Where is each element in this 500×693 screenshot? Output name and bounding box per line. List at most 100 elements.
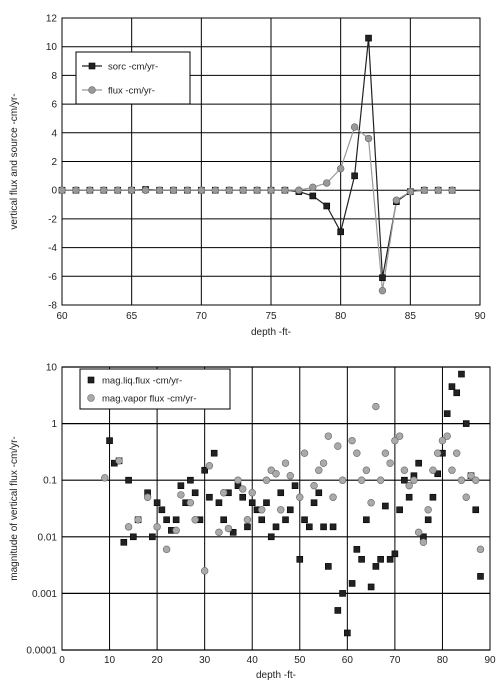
data-point-flux: [127, 186, 136, 194]
data-point-vapor: [414, 528, 423, 537]
y-tick-label: -4: [48, 243, 57, 254]
legend-label: mag.vapor flux -cm/yr-: [102, 394, 197, 405]
y-tick-label: 0.1: [43, 476, 57, 487]
legend-label: mag.liq.flux -cm/yr-: [102, 376, 182, 387]
data-point-liquid: [301, 516, 308, 524]
data-point-vapor: [153, 523, 161, 531]
data-point-liquid: [424, 516, 432, 524]
data-point-liquid: [191, 489, 199, 497]
data-point-sorc: [309, 192, 317, 200]
data-point-vapor: [134, 516, 142, 524]
data-point-vapor: [438, 436, 447, 445]
x-tick-label: 40: [247, 655, 259, 666]
data-point-vapor: [462, 493, 470, 501]
data-point-vapor: [357, 476, 366, 484]
data-point-flux: [86, 186, 94, 194]
data-point-vapor: [353, 449, 361, 457]
plot-area: [62, 367, 490, 650]
data-point-liquid: [220, 516, 227, 524]
x-axis-label: depth -ft-: [251, 327, 291, 338]
y-tick-label: 6: [51, 100, 57, 111]
data-point-vapor: [248, 489, 256, 497]
data-point-liquid: [158, 506, 166, 514]
y-tick-label: 10: [46, 42, 58, 53]
data-point-liquid: [120, 538, 128, 546]
data-point-vapor: [143, 493, 152, 501]
x-tick-label: 60: [56, 311, 68, 322]
data-point-liquid: [210, 449, 218, 457]
data-point-liquid: [258, 516, 266, 524]
legend-marker: [87, 394, 95, 402]
data-point-liquid: [358, 556, 365, 563]
data-point-vapor: [310, 481, 318, 490]
x-tick-label: 30: [199, 655, 211, 666]
data-point-liquid: [372, 563, 380, 570]
data-point-vapor: [162, 545, 171, 554]
data-point-liquid: [315, 489, 323, 497]
data-point-vapor: [467, 472, 475, 480]
data-point-vapor: [329, 493, 337, 501]
x-tick-label: 85: [405, 311, 417, 322]
data-point-flux: [211, 186, 219, 194]
data-point-vapor: [395, 432, 404, 440]
data-point-liquid: [401, 476, 408, 484]
data-point-vapor: [115, 457, 123, 465]
data-point-liquid: [201, 466, 208, 474]
data-point-liquid: [443, 410, 451, 417]
data-point-vapor: [315, 466, 323, 474]
legend-marker: [87, 376, 95, 384]
data-point-liquid: [363, 516, 370, 524]
legend-label: flux -cm/yr-: [108, 86, 155, 97]
data-point-liquid: [396, 506, 403, 514]
data-point-flux: [281, 186, 289, 194]
y-tick-label: 8: [51, 71, 57, 82]
x-tick-label: 0: [59, 655, 65, 666]
data-point-vapor: [215, 528, 223, 537]
data-point-flux: [225, 186, 233, 194]
data-point-liquid: [163, 516, 170, 524]
y-tick-label: -2: [48, 214, 57, 225]
x-tick-label: 70: [389, 655, 401, 666]
data-point-vapor: [400, 466, 409, 474]
data-point-vapor: [448, 466, 456, 474]
data-point-liquid: [172, 516, 180, 524]
data-point-vapor: [443, 432, 451, 440]
data-point-flux: [378, 286, 387, 295]
data-point-vapor: [429, 466, 437, 474]
data-point-liquid: [325, 563, 332, 570]
data-point-flux: [267, 186, 275, 194]
data-point-vapor: [243, 516, 252, 524]
y-tick-label: 10: [46, 363, 58, 374]
data-point-liquid: [125, 476, 132, 484]
data-point-flux: [169, 186, 178, 194]
data-point-vapor: [391, 436, 399, 445]
data-point-vapor: [281, 459, 290, 467]
x-tick-label: 90: [474, 311, 486, 322]
y-tick-label: -6: [48, 272, 57, 283]
data-point-vapor: [172, 526, 180, 535]
data-point-liquid: [382, 502, 389, 510]
data-point-liquid: [106, 437, 113, 444]
data-point-flux: [239, 186, 247, 194]
data-point-liquid: [153, 499, 161, 507]
data-point-flux: [58, 186, 66, 194]
legend-marker: [88, 86, 96, 94]
data-point-flux: [350, 123, 359, 131]
y-tick-label: 0.0001: [26, 646, 57, 657]
y-tick-label: -8: [48, 301, 57, 312]
data-point-liquid: [320, 523, 327, 531]
data-point-liquid: [391, 550, 399, 558]
data-point-flux: [434, 186, 442, 194]
data-point-liquid: [472, 506, 480, 514]
data-point-vapor: [224, 524, 233, 533]
data-point-liquid: [296, 556, 304, 563]
data-point-flux: [155, 186, 164, 194]
data-point-liquid: [310, 499, 318, 507]
data-point-liquid: [286, 506, 294, 514]
x-tick-label: 75: [265, 311, 277, 322]
data-point-vapor: [472, 476, 480, 484]
y-tick-label: 0: [51, 186, 57, 197]
data-point-flux: [364, 134, 373, 143]
data-point-liquid: [377, 556, 384, 563]
